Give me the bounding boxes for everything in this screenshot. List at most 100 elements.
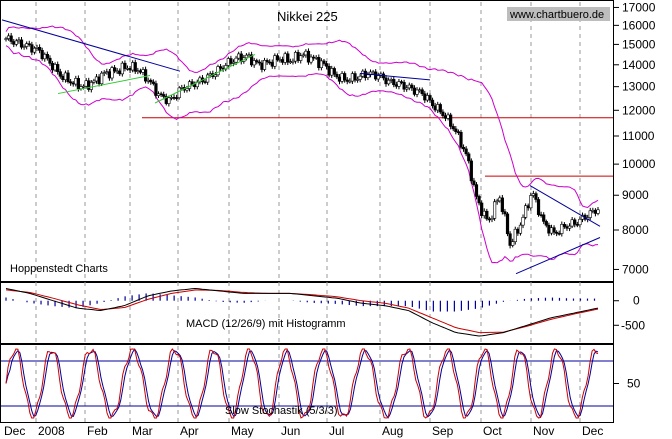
uptrend-line bbox=[57, 75, 151, 95]
candle-body bbox=[105, 71, 109, 73]
candle-body bbox=[557, 233, 561, 235]
price-tick-label: 11000 bbox=[622, 129, 655, 143]
candle-body bbox=[443, 115, 448, 119]
month-tick-label: Feb bbox=[87, 424, 108, 438]
candle-body bbox=[498, 197, 502, 202]
candle-body bbox=[167, 97, 171, 104]
triangle-lower-line bbox=[515, 237, 601, 275]
candle-body bbox=[565, 226, 569, 229]
downtrend-line bbox=[1, 19, 181, 72]
candle-body bbox=[154, 83, 158, 96]
candle-body bbox=[14, 40, 18, 45]
candle-body bbox=[454, 128, 458, 132]
candle-body bbox=[330, 68, 334, 76]
candle-body bbox=[172, 97, 176, 99]
candle-body bbox=[500, 197, 504, 212]
candle-body bbox=[449, 114, 453, 127]
candle-body bbox=[591, 209, 595, 212]
candle-body bbox=[366, 74, 370, 78]
candle-body bbox=[92, 80, 96, 83]
candle-body bbox=[384, 77, 388, 85]
candle-body bbox=[358, 75, 362, 80]
uptrend-line bbox=[154, 53, 256, 104]
candle-body bbox=[193, 84, 197, 88]
candle-body bbox=[89, 82, 93, 90]
candle-body bbox=[459, 131, 463, 148]
month-tick-label: Sep bbox=[432, 424, 454, 438]
candle-body bbox=[474, 184, 479, 197]
candle-body bbox=[529, 195, 533, 209]
candle-body bbox=[226, 58, 230, 66]
candle-body bbox=[131, 62, 135, 71]
candle-body bbox=[420, 89, 424, 95]
candle-body bbox=[516, 228, 520, 234]
candle-body bbox=[136, 70, 140, 72]
macd-line bbox=[5, 287, 599, 337]
candle-body bbox=[100, 72, 104, 85]
candle-body bbox=[252, 60, 256, 66]
candle-body bbox=[4, 38, 8, 40]
candle-body bbox=[467, 153, 471, 162]
candle-body bbox=[50, 63, 55, 71]
candle-body bbox=[562, 224, 566, 227]
month-tick-label: May bbox=[231, 424, 254, 438]
price-tick-label: 16000 bbox=[622, 18, 656, 32]
candle-body bbox=[138, 70, 143, 73]
month-tick-label: Mar bbox=[132, 424, 153, 438]
candle-body bbox=[125, 68, 130, 70]
candle-body bbox=[237, 53, 241, 59]
candle-body bbox=[123, 62, 127, 69]
candle-body bbox=[63, 72, 68, 80]
month-tick-label: Jun bbox=[281, 424, 300, 438]
candle-body bbox=[451, 126, 455, 130]
candle-body bbox=[505, 213, 510, 235]
candle-body bbox=[296, 52, 300, 61]
candle-body bbox=[203, 81, 207, 83]
candle-body bbox=[247, 54, 251, 57]
candle-body bbox=[575, 224, 579, 226]
chart-title: Nikkei 225 bbox=[277, 9, 338, 24]
candle-body bbox=[30, 44, 34, 53]
month-tick-label: Aug bbox=[382, 424, 403, 438]
candle-body bbox=[273, 55, 277, 67]
price-tick-label: 12000 bbox=[622, 103, 656, 117]
candle-body bbox=[485, 210, 489, 220]
candle-body bbox=[151, 81, 155, 84]
month-tick-label: Dec bbox=[582, 424, 603, 438]
candle-body bbox=[480, 202, 484, 216]
candle-body bbox=[345, 79, 349, 82]
candle-body bbox=[159, 93, 163, 96]
candle-body bbox=[9, 35, 13, 42]
candle-body bbox=[249, 54, 254, 66]
candle-body bbox=[430, 99, 435, 107]
macd-tick-label: -500 bbox=[621, 318, 645, 332]
candle-body bbox=[281, 59, 285, 63]
candle-body bbox=[348, 80, 352, 83]
candle-body bbox=[425, 95, 429, 101]
channel-line bbox=[359, 72, 431, 81]
candle-body bbox=[40, 50, 44, 60]
candle-body bbox=[265, 60, 269, 63]
candle-body bbox=[355, 79, 360, 81]
candle-body bbox=[495, 200, 499, 203]
candle-body bbox=[539, 214, 543, 216]
candle-body bbox=[262, 60, 267, 70]
stochastic-label: Slow Stochastik (5/3/3) bbox=[225, 405, 338, 417]
triangle-upper-line bbox=[529, 185, 601, 227]
candle-body bbox=[423, 93, 427, 101]
candle-body bbox=[402, 82, 406, 90]
candle-body bbox=[213, 74, 217, 77]
stochastic-tick-label: 50 bbox=[627, 377, 641, 391]
candle-body bbox=[324, 63, 329, 67]
price-tick-label: 9000 bbox=[622, 188, 649, 202]
candle-body bbox=[260, 62, 264, 70]
candle-body bbox=[177, 87, 181, 98]
candle-body bbox=[490, 218, 494, 220]
candle-body bbox=[22, 46, 26, 48]
candle-body bbox=[319, 60, 323, 68]
candle-body bbox=[552, 227, 556, 233]
candle-body bbox=[542, 214, 546, 222]
candle-body bbox=[149, 79, 153, 83]
price-tick-label: 13000 bbox=[622, 80, 656, 94]
